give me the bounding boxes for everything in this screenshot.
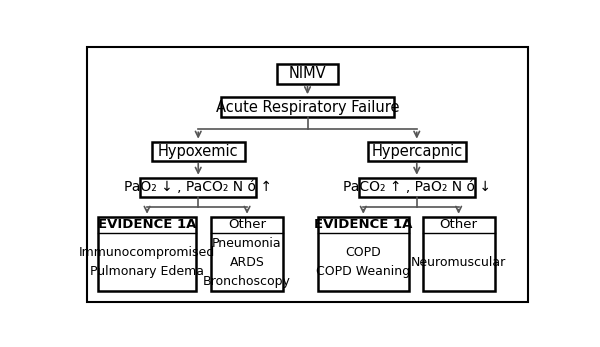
- Text: Other: Other: [440, 218, 478, 231]
- Text: NIMV: NIMV: [289, 66, 326, 81]
- Text: Pneumonia
ARDS
Bronchoscopy: Pneumonia ARDS Bronchoscopy: [203, 237, 291, 288]
- Text: Acute Respiratory Failure: Acute Respiratory Failure: [216, 100, 399, 115]
- FancyBboxPatch shape: [359, 178, 475, 197]
- FancyBboxPatch shape: [277, 64, 338, 84]
- FancyBboxPatch shape: [221, 97, 394, 117]
- Text: Hypercapnic: Hypercapnic: [371, 144, 463, 159]
- Text: EVIDENCE 1A: EVIDENCE 1A: [314, 218, 412, 231]
- FancyBboxPatch shape: [140, 178, 256, 197]
- Text: COPD
COPD Weaning: COPD COPD Weaning: [316, 246, 410, 278]
- FancyBboxPatch shape: [368, 142, 466, 161]
- Text: PaCO₂ ↑ , PaO₂ N ó ↓: PaCO₂ ↑ , PaO₂ N ó ↓: [343, 180, 491, 194]
- Text: Neuromuscular: Neuromuscular: [411, 256, 506, 269]
- Text: Immunocompromised
Pulmonary Edema: Immunocompromised Pulmonary Edema: [79, 246, 215, 278]
- FancyBboxPatch shape: [211, 217, 283, 291]
- Text: Hypoxemic: Hypoxemic: [158, 144, 239, 159]
- Text: PaO₂ ↓ , PaCO₂ N ó ↑: PaO₂ ↓ , PaCO₂ N ó ↑: [124, 180, 272, 194]
- FancyBboxPatch shape: [318, 217, 409, 291]
- FancyBboxPatch shape: [422, 217, 494, 291]
- Text: Other: Other: [228, 218, 266, 231]
- FancyBboxPatch shape: [152, 142, 245, 161]
- FancyBboxPatch shape: [86, 47, 529, 302]
- Text: EVIDENCE 1A: EVIDENCE 1A: [98, 218, 196, 231]
- FancyBboxPatch shape: [98, 217, 196, 291]
